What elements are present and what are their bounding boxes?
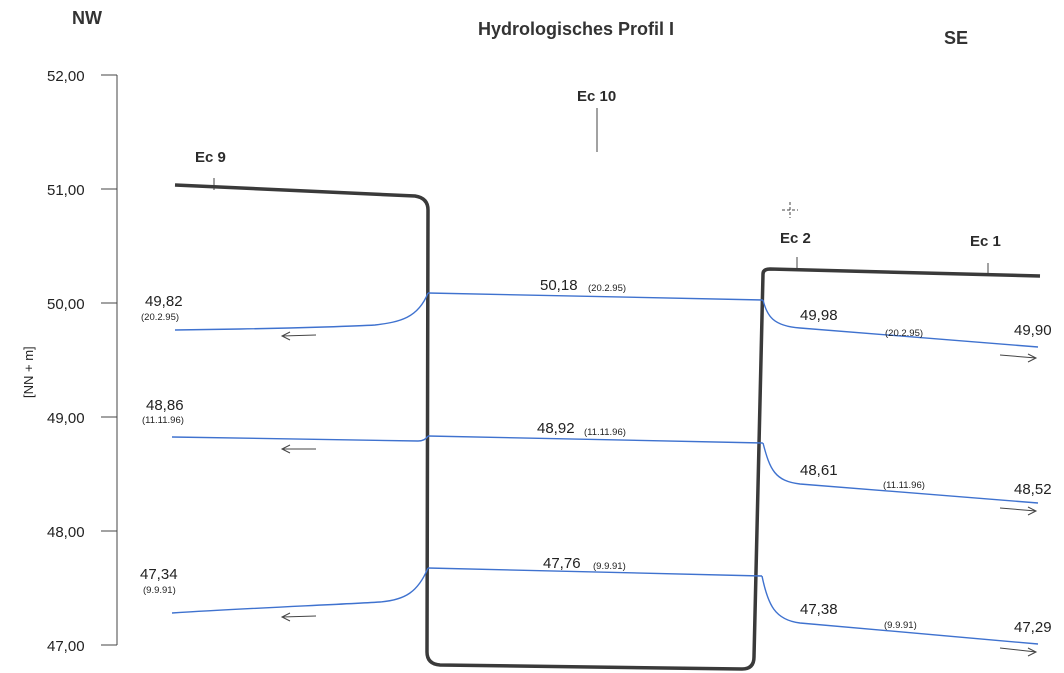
water-level-center xyxy=(427,292,764,301)
flow-arrow-left xyxy=(280,612,317,622)
water-level-value-left: 48,86 xyxy=(146,397,184,414)
water-level-value-center: 50,18 xyxy=(540,277,578,294)
terrain-profile xyxy=(174,183,1041,671)
y-axis-title: [NN + m] xyxy=(21,346,36,398)
water-level-value-right: 47,38 xyxy=(800,601,838,618)
header-nw: NW xyxy=(72,8,102,28)
measurement-date-center: (20.2.95) xyxy=(588,283,626,294)
water-level-value-left: 49,82 xyxy=(145,293,183,310)
crosshair-icon xyxy=(782,202,798,218)
water-level-value-left: 47,34 xyxy=(140,566,178,583)
y-tick-label: 47,00 xyxy=(47,638,85,655)
water-level-center xyxy=(427,567,763,577)
well-label-ec9: Ec 9 xyxy=(195,149,226,166)
y-tick-label: 48,00 xyxy=(47,524,85,541)
water-level-right xyxy=(762,299,1039,348)
flow-arrow-left xyxy=(280,444,316,454)
flow-arrow-right xyxy=(999,353,1038,363)
water-level-left xyxy=(171,567,429,614)
measurement-date-left: (9.9.91) xyxy=(143,585,176,596)
water-level-left xyxy=(171,435,429,442)
water-level-right xyxy=(762,442,1039,504)
flow-arrow-right xyxy=(999,506,1038,516)
measurement-date-right: (11.11.96) xyxy=(883,480,925,491)
well-label-ec10: Ec 10 xyxy=(577,88,616,105)
flow-arrow-right xyxy=(999,647,1038,657)
measurement-date-left: (11.11.96) xyxy=(142,415,184,426)
water-level-value-far-right: 49,90 xyxy=(1014,322,1052,339)
water-level-left xyxy=(174,292,429,331)
water-level-center xyxy=(427,435,764,444)
measurement-date-right: (9.9.91) xyxy=(884,620,917,631)
measurement-date-right: (20.2.95) xyxy=(885,328,923,339)
water-level-right xyxy=(761,575,1039,645)
well-label-ec2: Ec 2 xyxy=(780,230,811,247)
well-label-ec1: Ec 1 xyxy=(970,233,1001,250)
water-level-value-far-right: 48,52 xyxy=(1014,481,1052,498)
measurement-date-left: (20.2.95) xyxy=(141,312,179,323)
flow-arrow-left xyxy=(280,331,317,341)
y-tick-label: 49,00 xyxy=(47,410,85,427)
water-level-value-far-right: 47,29 xyxy=(1014,619,1052,636)
header-se: SE xyxy=(944,28,968,48)
y-tick-label: 52,00 xyxy=(47,68,85,85)
measurement-date-center: (9.9.91) xyxy=(593,561,626,572)
y-tick-label: 51,00 xyxy=(47,182,85,199)
measurement-date-center: (11.11.96) xyxy=(584,427,626,438)
diagram-title: Hydrologisches Profil I xyxy=(478,19,674,39)
water-level-value-center: 47,76 xyxy=(543,555,581,572)
y-tick-label: 50,00 xyxy=(47,296,85,313)
water-level-value-right: 48,61 xyxy=(800,462,838,479)
water-level-value-center: 48,92 xyxy=(537,420,575,437)
water-level-value-right: 49,98 xyxy=(800,307,838,324)
